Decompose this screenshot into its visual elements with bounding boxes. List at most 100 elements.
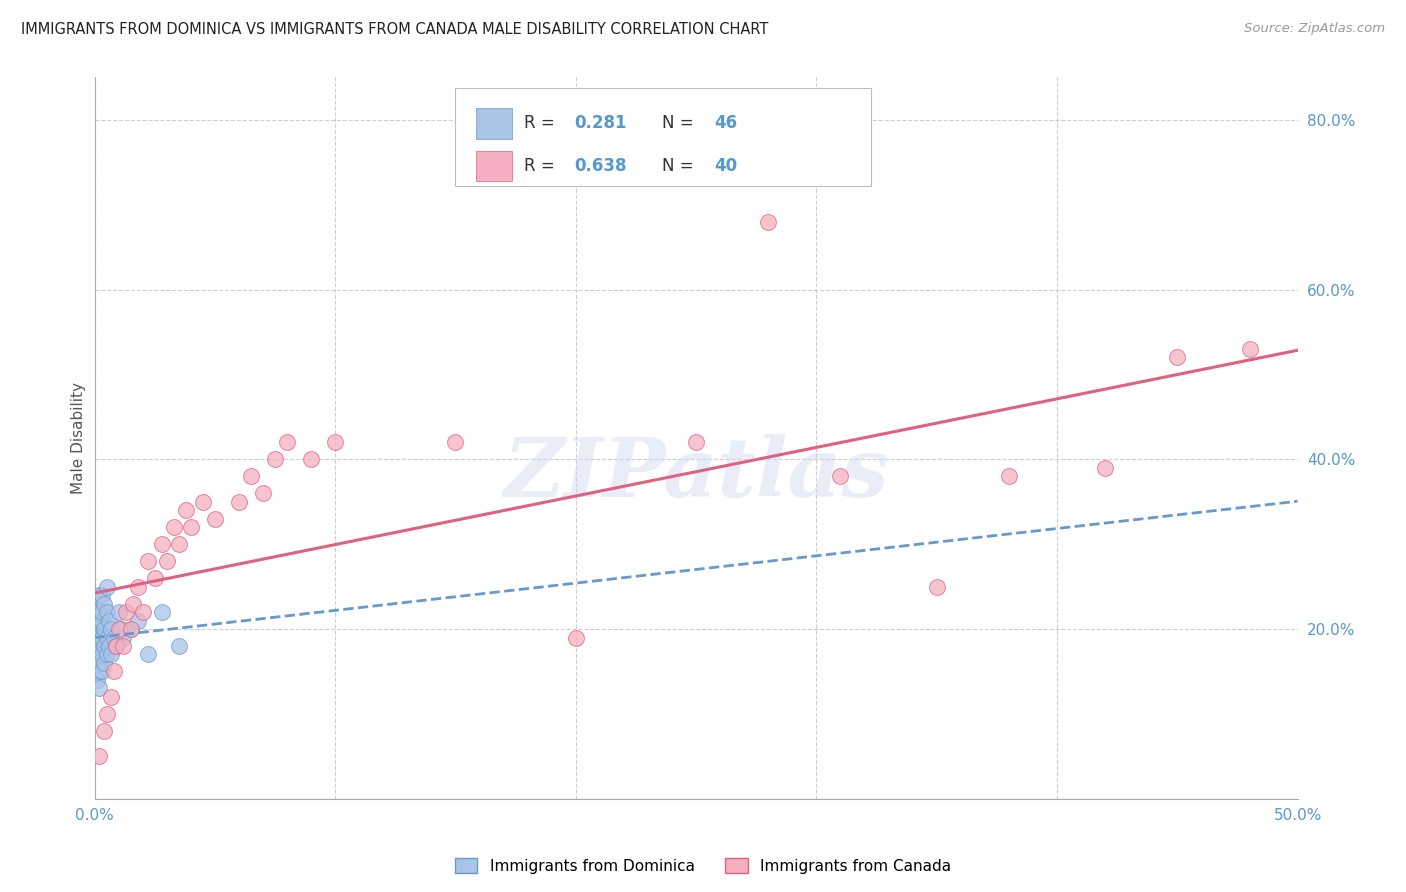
Point: [89, 656, 111, 670]
Point: [89, 614, 111, 628]
Text: N =: N =: [662, 114, 699, 132]
Point: [143, 571, 166, 585]
Point: [323, 435, 346, 450]
Point: [685, 435, 707, 450]
Text: R =: R =: [524, 114, 560, 132]
Point: [105, 639, 128, 653]
Point: [86, 622, 108, 636]
Point: [100, 648, 122, 662]
Point: [112, 639, 135, 653]
Point: [100, 690, 122, 704]
Point: [86, 614, 108, 628]
Point: [89, 622, 111, 636]
Point: [174, 503, 197, 517]
Point: [120, 622, 142, 636]
FancyBboxPatch shape: [456, 88, 870, 186]
Point: [756, 215, 779, 229]
Point: [86, 639, 108, 653]
Point: [115, 605, 138, 619]
Point: [112, 631, 135, 645]
Text: R =: R =: [524, 157, 560, 175]
Point: [86, 631, 108, 645]
Point: [191, 494, 214, 508]
Point: [107, 622, 129, 636]
Point: [93, 639, 115, 653]
Point: [127, 614, 149, 628]
Point: [98, 639, 121, 653]
FancyBboxPatch shape: [477, 108, 512, 138]
Point: [1166, 351, 1188, 365]
Point: [204, 512, 226, 526]
Text: Source: ZipAtlas.com: Source: ZipAtlas.com: [1244, 22, 1385, 36]
Point: [150, 605, 173, 619]
Point: [89, 631, 111, 645]
Point: [90, 648, 112, 662]
Point: [150, 537, 173, 551]
Point: [86, 605, 108, 619]
Point: [239, 469, 262, 483]
Point: [90, 665, 112, 679]
Point: [89, 648, 111, 662]
Point: [90, 588, 112, 602]
Point: [110, 622, 132, 636]
Point: [86, 656, 108, 670]
Point: [96, 580, 118, 594]
Point: [120, 622, 142, 636]
Point: [156, 554, 179, 568]
Point: [122, 597, 145, 611]
Point: [1239, 342, 1261, 356]
Point: [93, 622, 115, 636]
Point: [830, 469, 852, 483]
Point: [89, 749, 111, 764]
Point: [252, 486, 274, 500]
Text: ZIPatlas: ZIPatlas: [503, 434, 889, 514]
Point: [167, 639, 190, 653]
Point: [86, 673, 108, 687]
Point: [89, 681, 111, 696]
FancyBboxPatch shape: [477, 151, 512, 181]
Y-axis label: Male Disability: Male Disability: [72, 382, 86, 494]
Point: [131, 605, 153, 619]
Point: [103, 665, 125, 679]
Text: 0.281: 0.281: [575, 114, 627, 132]
Text: 0.638: 0.638: [575, 157, 627, 175]
Point: [90, 605, 112, 619]
Point: [96, 605, 118, 619]
Point: [89, 665, 111, 679]
Point: [127, 580, 149, 594]
Point: [299, 452, 322, 467]
Point: [89, 639, 111, 653]
Point: [276, 435, 298, 450]
Point: [264, 452, 287, 467]
Legend: Immigrants from Dominica, Immigrants from Canada: Immigrants from Dominica, Immigrants fro…: [449, 852, 957, 880]
Point: [100, 622, 122, 636]
Point: [444, 435, 467, 450]
Point: [98, 614, 121, 628]
Point: [90, 631, 112, 645]
Point: [96, 706, 118, 721]
Point: [998, 469, 1021, 483]
Text: 46: 46: [714, 114, 737, 132]
Point: [86, 648, 108, 662]
Point: [136, 648, 159, 662]
Point: [93, 597, 115, 611]
Text: 40: 40: [714, 157, 737, 175]
Point: [565, 631, 588, 645]
Text: IMMIGRANTS FROM DOMINICA VS IMMIGRANTS FROM CANADA MALE DISABILITY CORRELATION C: IMMIGRANTS FROM DOMINICA VS IMMIGRANTS F…: [21, 22, 769, 37]
Point: [89, 605, 111, 619]
Point: [228, 494, 250, 508]
Point: [167, 537, 190, 551]
Point: [107, 605, 129, 619]
Point: [925, 580, 948, 594]
Point: [136, 554, 159, 568]
Point: [180, 520, 202, 534]
Point: [89, 588, 111, 602]
Point: [93, 723, 115, 738]
Point: [105, 639, 128, 653]
Point: [90, 614, 112, 628]
Point: [163, 520, 186, 534]
Point: [1094, 460, 1116, 475]
Point: [93, 656, 115, 670]
Text: N =: N =: [662, 157, 699, 175]
Point: [96, 648, 118, 662]
